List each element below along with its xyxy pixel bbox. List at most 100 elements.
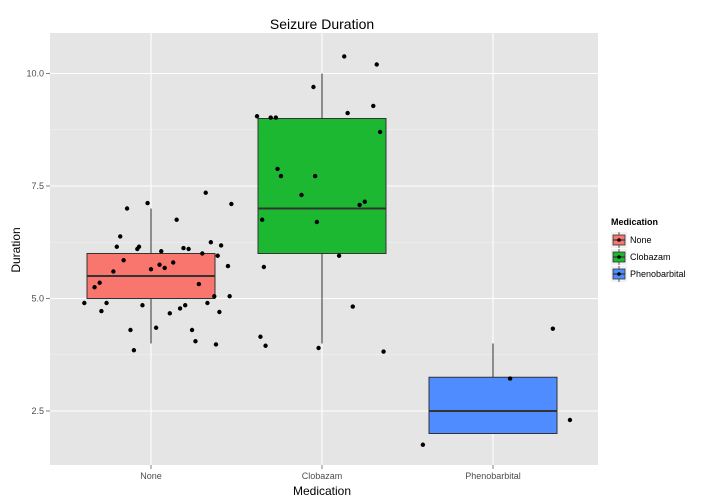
y-tick-label: 5.0 [31,294,44,304]
data-point [167,311,173,316]
legend-key-point [617,255,621,259]
box-layer [86,73,558,434]
data-point [181,245,186,251]
point-layer [82,54,573,447]
data-point [114,244,120,249]
data-point [159,249,164,254]
data-point [82,300,87,306]
legend-entries: None Clobazam Phenobarbital [611,232,686,282]
data-point [263,343,268,348]
legend-entry-none: None [611,232,652,248]
data-point [92,285,97,290]
data-point [189,327,195,333]
data-point [104,300,109,306]
data-point [273,115,279,120]
data-point [177,306,183,311]
data-point [171,260,176,265]
data-point [215,253,220,258]
box-clobazam [257,73,387,344]
data-point [225,263,231,269]
data-point [218,243,224,248]
box-none [86,208,216,344]
data-point [258,334,263,339]
data-point [193,339,198,344]
data-point [196,281,202,287]
data-point [174,217,179,222]
data-point [186,246,191,252]
data-point [217,309,222,315]
data-point [268,115,273,120]
data-point [374,62,379,67]
data-point [254,114,260,119]
data-point [148,267,154,272]
data-point [299,192,304,198]
y-axis: 2.5 5.0 7.5 10.0 [26,69,50,416]
data-point [261,264,267,270]
legend-label: None [630,235,652,245]
x-tick-label: Phenobarbital [465,471,521,481]
plot-panel [50,33,598,465]
data-point [157,262,162,267]
data-point [567,417,573,423]
data-point [311,84,316,90]
chart-title: Seizure Duration [270,16,374,32]
data-point [183,303,188,308]
x-tick-label: Clobazam [302,471,343,481]
box-phenobarbital [428,343,558,434]
data-point [377,129,383,135]
x-axis-title: Medication [293,484,351,498]
data-point [316,345,321,351]
data-point [336,253,342,258]
data-point [550,326,556,331]
data-point [381,349,386,354]
data-point [213,342,219,347]
y-axis-title: Duration [9,227,23,272]
legend-title: Medication [611,217,658,227]
data-point [136,244,142,249]
data-point [357,202,362,208]
data-point [259,217,265,222]
y-tick-label: 7.5 [31,181,44,191]
data-point [205,300,210,306]
x-axis: None Clobazam Phenobarbital [140,465,521,481]
data-point [200,251,205,256]
data-point [278,173,284,179]
data-point [275,166,280,172]
data-point [124,206,130,211]
y-tick-label: 2.5 [31,406,44,416]
data-point [208,240,214,245]
data-point [97,280,102,285]
data-point [128,327,133,333]
data-point [140,303,145,308]
data-point [131,348,137,353]
data-point [203,190,208,195]
data-point [111,269,116,274]
legend-label: Clobazam [630,252,671,262]
data-point [420,442,426,447]
legend-key-point [617,238,621,242]
legend-label: Phenobarbital [630,269,686,279]
legend-entry-clobazam: Clobazam [611,249,671,265]
data-point [371,103,376,109]
x-tick-label: None [140,471,162,481]
data-point [153,325,159,330]
box-body [428,376,558,434]
data-point [212,294,217,299]
y-tick-label: 10.0 [26,69,44,79]
legend-entry-phenobarbital: Phenobarbital [611,266,686,282]
data-point [314,219,320,225]
data-point [507,376,513,381]
data-point [312,173,318,179]
data-point [145,200,150,206]
legend: Medication None Clobazam Phenobarbital [611,217,686,282]
data-point [121,258,126,263]
data-point [99,308,104,314]
data-point [345,110,350,116]
data-point [162,265,167,271]
data-point [342,54,347,59]
box-body [257,118,387,254]
legend-key-point [617,272,621,276]
data-point [227,294,232,299]
data-point [229,201,234,207]
